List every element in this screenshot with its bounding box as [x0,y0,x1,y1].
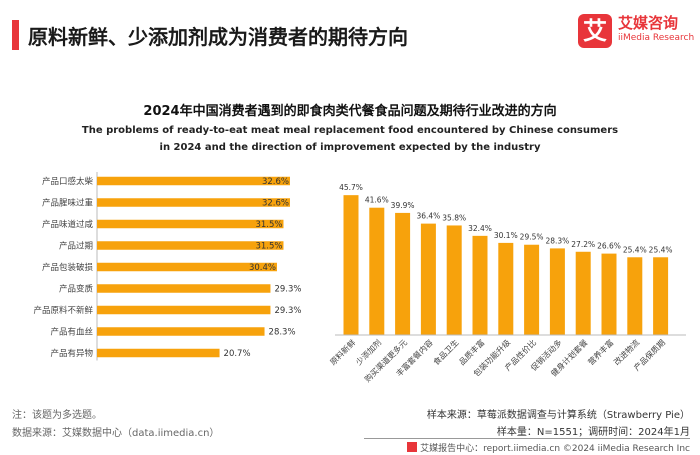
left-category-label: 产品原料不新鲜 [33,305,93,316]
right-bar [627,257,643,335]
right-category-label: 原料新鲜 [328,337,358,367]
left-value-label: 31.5% [255,242,282,252]
left-bar [97,198,290,207]
title-accent-bar [12,20,19,50]
right-value-label: 36.4% [416,212,440,221]
logo-mark-icon: 艾 [578,14,612,48]
left-category-label: 产品过期 [59,241,93,252]
left-value-label: 32.6% [262,177,289,187]
right-value-label: 26.6% [597,242,621,251]
left-category-label: 产品腥味过重 [42,198,94,209]
right-bar [601,253,617,335]
left-value-label: 31.5% [255,220,282,230]
logo-name-en: iiMedia Research [618,33,695,43]
left-bar [97,305,271,315]
left-bar [97,241,284,250]
footnote: 注：该题为多选题。 [12,410,102,421]
chart-subtitle: The problems of ready-to-eat meat meal r… [81,125,619,153]
footer-copyright: 艾媒报告中心：report.iimedia.cn ©2024 iiMedia R… [407,441,690,454]
right-value-label: 45.7% [339,183,363,192]
left-value-label: 29.3% [274,306,301,316]
left-value-label: 29.3% [274,285,301,295]
left-value-label: 32.6% [262,199,289,209]
left-bar [97,284,271,293]
right-value-label: 30.1% [494,231,518,240]
right-bar [498,242,514,335]
left-category-label: 产品有异物 [50,348,93,359]
left-category-label: 产品变质 [59,284,94,295]
footer-divider [364,438,690,439]
left-value-label: 20.7% [224,349,251,359]
right-bar [549,248,565,335]
left-category-label: 产品味道过咸 [42,219,94,230]
right-bar [369,207,385,335]
left-category-label: 产品包装破损 [42,262,94,273]
right-bar [420,223,436,335]
page-title: 原料新鲜、少添加剂成为消费者的期待方向 [28,25,408,49]
right-bar [653,257,669,335]
right-value-label: 39.9% [391,201,415,210]
right-value-label: 41.6% [365,196,389,205]
title-bar: 原料新鲜、少添加剂成为消费者的期待方向 [0,14,560,56]
right-category-label: 营养丰富 [586,337,616,367]
right-value-label: 27.2% [571,240,595,249]
right-value-label: 28.3% [545,236,569,245]
right-value-label: 25.4% [623,245,647,254]
left-category-label: 产品口感太柴 [42,176,94,187]
logo-name-cn: 艾媒咨询 [618,14,679,32]
left-bar [97,219,284,229]
right-bar [395,212,411,335]
right-bar [575,251,591,335]
left-value-label: 30.4% [249,263,276,273]
left-category-label: 产品有血丝 [50,327,93,338]
left-bar [97,176,290,186]
sample-size: 样本量：N=1551；调研时间：2024年1月 [496,427,690,438]
left-bar [97,348,220,358]
right-bar [524,244,540,335]
right-value-label: 29.5% [520,233,544,242]
footer-logo-icon [407,442,418,452]
right-category-label: 食品卫生 [431,337,461,367]
left-value-label: 28.3% [269,328,296,338]
right-bar [343,195,359,335]
right-value-label: 25.4% [649,245,673,254]
footer-copyright-text: 艾媒报告中心：report.iimedia.cn ©2024 iiMedia R… [420,444,690,454]
right-value-label: 32.4% [468,224,492,233]
right-bar [472,235,488,335]
chart-title: 2024年中国消费者遇到的即食肉类代餐食品问题及期待行业改进的方向 [143,104,557,119]
right-value-label: 35.8% [442,213,466,222]
iimedia-logo: 艾 艾媒咨询 iiMedia Research [578,12,694,52]
left-bar [97,262,277,272]
data-source: 数据来源：艾媒数据中心（data.iimedia.cn） [12,428,220,439]
sample-source: 样本来源：草莓派数据调查与计算系统（Strawberry Pie） [426,410,690,421]
right-bar [446,225,462,335]
left-bar [97,327,265,336]
